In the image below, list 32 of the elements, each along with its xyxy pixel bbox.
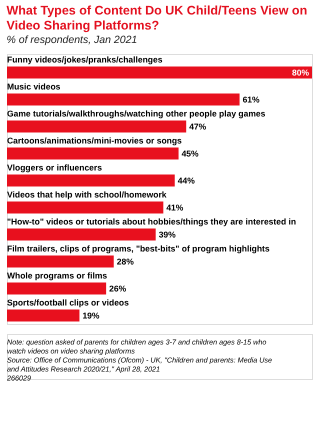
data-label: 45% (182, 148, 200, 158)
bar (7, 120, 186, 132)
y-tick-label: Whole programs or films (7, 270, 108, 280)
data-label: 19% (82, 310, 100, 320)
y-tick-label: "How-to" videos or tutorials about hobbies/things they are interested in (7, 216, 296, 226)
data-label: 39% (158, 230, 176, 240)
data-label: 28% (116, 256, 134, 266)
data-label: 47% (189, 122, 207, 132)
bar (7, 94, 240, 106)
bar (7, 282, 106, 294)
y-tick-label: Game tutorials/walkthroughs/watching other people play games (7, 108, 266, 118)
data-label: 41% (166, 202, 184, 212)
y-tick-label: Sports/football clips or videos (7, 298, 130, 308)
chart-title: What Types of Content Do UK Child/Teens View on Video Sharing Platforms? (6, 4, 308, 32)
y-tick-label: Music videos (7, 82, 61, 92)
bar (7, 202, 164, 214)
bar (7, 66, 312, 78)
data-label: 80% (292, 68, 310, 78)
bar (7, 228, 156, 240)
bar (7, 310, 80, 322)
y-tick-label: Film trailers, clips of programs, "best-bits" of program highlights (7, 244, 270, 254)
bar (7, 256, 114, 268)
y-tick-label: Vloggers or influencers (7, 162, 102, 172)
y-tick-label: Cartoons/animations/mini-movies or songs (7, 136, 182, 146)
y-tick-label: Funny videos/jokes/pranks/challenges (7, 54, 163, 64)
data-label: 44% (178, 176, 196, 186)
bar (7, 148, 179, 160)
chart-subtitle: % of respondents, Jan 2021 (6, 34, 138, 46)
data-label: 61% (242, 94, 260, 104)
y-tick-label: Videos that help with school/homework (7, 190, 167, 200)
bar (7, 174, 175, 186)
data-label: 26% (109, 284, 127, 294)
